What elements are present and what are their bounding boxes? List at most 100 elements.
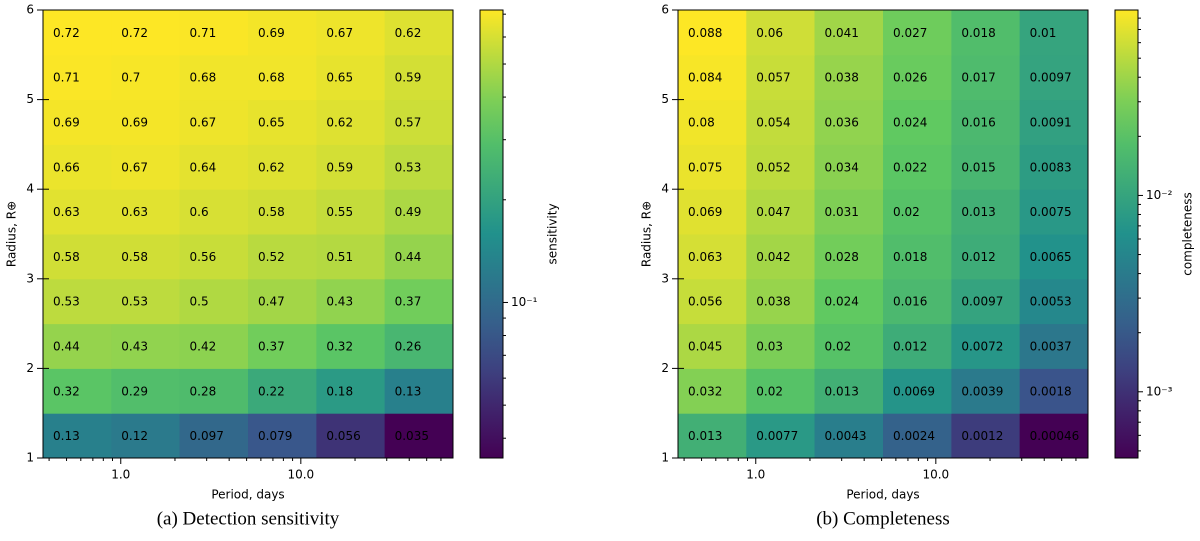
cell-label: 0.32 bbox=[326, 340, 353, 354]
heatmap-cell bbox=[179, 10, 249, 56]
cell-label: 0.0037 bbox=[1030, 340, 1072, 354]
heatmap-cell bbox=[814, 234, 884, 280]
heatmap-cell bbox=[883, 234, 952, 280]
heatmap-cell bbox=[1019, 54, 1089, 101]
cell-label: 0.63 bbox=[53, 205, 80, 219]
heatmap-cell bbox=[248, 144, 317, 190]
cell-label: 0.088 bbox=[688, 26, 722, 40]
cell-label: 0.58 bbox=[121, 250, 148, 264]
heatmap-cell bbox=[678, 234, 747, 280]
cell-label: 0.0097 bbox=[961, 295, 1003, 309]
cell-label: 0.012 bbox=[893, 340, 927, 354]
heatmap-cell bbox=[384, 10, 454, 56]
colorbar-tick-label: 10⁻¹ bbox=[511, 295, 538, 309]
caption: (a) Detection sensitivity bbox=[157, 508, 340, 529]
heatmap-cell bbox=[316, 413, 386, 459]
y-tick-label: 2 bbox=[661, 361, 669, 375]
cell-label: 0.28 bbox=[190, 384, 217, 398]
y-tick-label: 5 bbox=[661, 92, 669, 106]
y-tick-label: 6 bbox=[26, 3, 34, 17]
y-tick-label: 1 bbox=[661, 451, 669, 465]
heatmap-cell bbox=[316, 278, 386, 325]
cell-label: 0.01 bbox=[1030, 26, 1057, 40]
heatmap-cell bbox=[111, 54, 181, 101]
cell-label: 0.56 bbox=[190, 250, 217, 264]
cell-label: 0.045 bbox=[688, 340, 722, 354]
y-tick-label: 3 bbox=[26, 271, 34, 285]
cell-label: 0.038 bbox=[825, 71, 859, 85]
x-tick-label: 10.0 bbox=[922, 468, 949, 482]
heatmap-cell bbox=[179, 54, 249, 101]
heatmap-cell bbox=[179, 189, 249, 235]
heatmap-cell bbox=[951, 368, 1021, 414]
heatmap-cell bbox=[43, 323, 112, 369]
cell-label: 0.056 bbox=[688, 295, 722, 309]
cell-label: 0.13 bbox=[53, 429, 80, 443]
cell-label: 0.024 bbox=[893, 116, 927, 130]
cell-label: 0.0072 bbox=[961, 340, 1003, 354]
cell-label: 0.53 bbox=[121, 295, 148, 309]
heatmap-cell bbox=[746, 144, 816, 190]
cell-label: 0.62 bbox=[258, 160, 285, 174]
heatmap-cell bbox=[814, 10, 884, 56]
cell-label: 0.03 bbox=[756, 340, 783, 354]
cell-label: 0.0024 bbox=[893, 429, 935, 443]
heatmap-cell bbox=[951, 10, 1021, 56]
cell-label: 0.0069 bbox=[893, 384, 935, 398]
cell-label: 0.72 bbox=[53, 26, 80, 40]
cell-label: 0.08 bbox=[688, 116, 715, 130]
heatmap-cell bbox=[111, 189, 181, 235]
heatmap-cell bbox=[678, 368, 747, 414]
cell-label: 0.0012 bbox=[961, 429, 1003, 443]
x-tick-label: 1.0 bbox=[111, 468, 130, 482]
cell-label: 0.013 bbox=[825, 384, 859, 398]
heatmap-cell bbox=[179, 278, 249, 325]
cell-label: 0.42 bbox=[190, 340, 217, 354]
cell-label: 0.62 bbox=[395, 26, 422, 40]
x-tick-label: 10.0 bbox=[287, 468, 314, 482]
y-tick-label: 4 bbox=[26, 182, 34, 196]
heatmap-cell bbox=[678, 278, 747, 325]
heatmap-cell bbox=[746, 10, 816, 56]
heatmap-cell bbox=[316, 54, 386, 101]
heatmap-cell bbox=[951, 99, 1021, 145]
heatmap-cell bbox=[179, 368, 249, 414]
heatmap-cell bbox=[316, 99, 386, 145]
heatmap-cell bbox=[883, 54, 952, 101]
cell-label: 0.58 bbox=[258, 205, 285, 219]
cell-label: 0.024 bbox=[825, 295, 859, 309]
heatmap-cell bbox=[1019, 234, 1089, 280]
heatmap-cell bbox=[43, 54, 112, 101]
cell-label: 0.028 bbox=[825, 250, 859, 264]
heatmap-cell bbox=[746, 234, 816, 280]
heatmap-cell bbox=[814, 189, 884, 235]
cell-label: 0.12 bbox=[121, 429, 148, 443]
colorbar bbox=[1114, 9, 1139, 459]
heatmap-cell bbox=[179, 144, 249, 190]
heatmap-cell bbox=[43, 413, 112, 459]
plot-frame bbox=[677, 9, 1089, 459]
cell-label: 0.054 bbox=[756, 116, 790, 130]
heatmap-cell bbox=[384, 323, 454, 369]
cell-label: 0.53 bbox=[395, 160, 422, 174]
cell-label: 0.58 bbox=[53, 250, 80, 264]
x-axis-label: Period, days bbox=[846, 488, 919, 502]
heatmap-cell bbox=[1019, 323, 1089, 369]
cell-label: 0.43 bbox=[326, 295, 353, 309]
cell-label: 0.18 bbox=[326, 384, 353, 398]
cell-label: 0.047 bbox=[756, 205, 790, 219]
heatmap-cell bbox=[951, 323, 1021, 369]
colorbar bbox=[479, 9, 504, 459]
caption: (b) Completeness bbox=[816, 508, 950, 529]
cell-label: 0.00046 bbox=[1030, 429, 1080, 443]
cell-label: 0.012 bbox=[961, 250, 995, 264]
y-axis-label: Radius, R⊕ bbox=[640, 201, 654, 267]
cell-label: 0.26 bbox=[395, 340, 422, 354]
heatmap-cell bbox=[248, 99, 317, 145]
cell-label: 0.018 bbox=[893, 250, 927, 264]
cell-label: 0.67 bbox=[190, 116, 217, 130]
cell-label: 0.55 bbox=[326, 205, 353, 219]
heatmap-cell bbox=[1019, 144, 1089, 190]
heatmap-cell bbox=[951, 189, 1021, 235]
cell-label: 0.013 bbox=[961, 205, 995, 219]
